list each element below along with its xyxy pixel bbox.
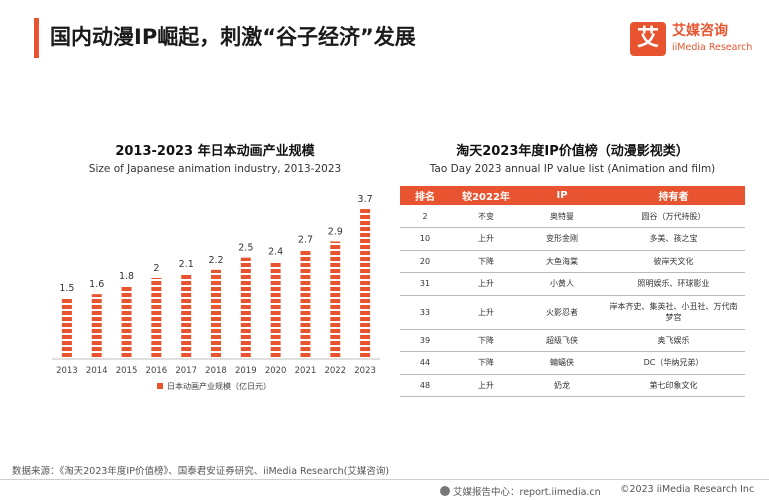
footer-report-center: 艾媒报告中心：report.iimedia.cn — [440, 484, 601, 498]
table-row: 39 下降 超级飞侠 奥飞娱乐 — [400, 329, 745, 352]
x-tick-label-2022: 2022 — [324, 366, 346, 376]
cell-ip: 火影忍者 — [522, 295, 602, 330]
table-row: 48 上升 奶龙 第七印象文化 — [400, 374, 745, 397]
source-note: 数据来源：《淘天2023年度IP价值榜》、国泰君安证券研究、iiMedia Re… — [12, 466, 390, 477]
data-label-2022: 2.9 — [328, 226, 343, 237]
header-ip: IP — [522, 186, 602, 205]
table-row: 44 下降 蝙蝠侠 DC（华纳兄弟） — [400, 351, 745, 375]
cell-rank: 10 — [400, 227, 450, 251]
header-rank: 排名 — [400, 186, 450, 205]
data-label-2015: 1.8 — [119, 271, 134, 282]
table-row: 20 下降 大鱼海棠 彼岸天文化 — [400, 250, 745, 273]
data-label-2021: 2.7 — [298, 235, 313, 246]
iimedia-logo: 艾 艾媒咨询 iiMedia Research — [630, 22, 760, 60]
table-row: 10 上升 变形金刚 多美、孩之宝 — [400, 227, 745, 251]
footer-divider — [0, 479, 769, 480]
table-row: 33 上升 火影忍者 岸本齐史、集英社、小丑社、万代南梦宫 — [400, 295, 745, 330]
cell-ip: 奶龙 — [522, 374, 602, 397]
x-tick-label-2018: 2018 — [205, 366, 227, 376]
bar-2013 — [61, 298, 72, 359]
cell-change: 上升 — [450, 227, 522, 251]
bar-2014 — [91, 294, 102, 359]
bar-2018 — [211, 269, 221, 359]
table-row: 2 不变 奥特曼 圆谷（万代持股） — [400, 205, 745, 228]
cell-holder: DC（华纳兄弟） — [602, 351, 745, 375]
data-label-2016: 2 — [153, 263, 159, 274]
data-label-2014: 1.6 — [89, 279, 104, 290]
cell-ip: 蝙蝠侠 — [522, 351, 602, 375]
bar-2016 — [151, 277, 162, 359]
bar-2015 — [121, 286, 132, 359]
bar-2019 — [240, 257, 251, 359]
chart-subtitle: Size of Japanese animation industry, 201… — [88, 163, 342, 175]
legend-swatch — [157, 383, 163, 389]
bar-chart: 1.5 2013 1.6 2014 1.8 2015 2 2016 2.1 2017 2.2 2018… — [52, 194, 380, 391]
x-tick-label-2015: 2015 — [116, 366, 138, 376]
ip-value-table: 排名 较2022年 IP 持有者 2 不变 奥特曼 圆谷（万代持股） 10 上升… — [400, 186, 745, 397]
cell-change: 下降 — [450, 351, 522, 375]
cell-rank: 20 — [400, 250, 450, 273]
x-tick-label-2016: 2016 — [146, 366, 168, 376]
cell-rank: 2 — [400, 205, 450, 228]
cell-change: 下降 — [450, 329, 522, 352]
table-row: 31 上升 小黄人 照明娱乐、环球影业 — [400, 272, 745, 296]
chart-title: 2013-2023 年日本动画产业规模 — [115, 144, 315, 159]
x-tick-label-2021: 2021 — [295, 366, 317, 376]
bar-2023 — [360, 209, 371, 359]
title-accent-bar — [34, 18, 39, 58]
cell-change: 下降 — [450, 250, 522, 273]
table-header-row: 排名 较2022年 IP 持有者 — [400, 186, 745, 205]
x-tick-label-2019: 2019 — [235, 366, 257, 376]
bar-2022 — [330, 241, 341, 359]
data-label-2019: 2.5 — [238, 243, 253, 254]
data-label-2017: 2.1 — [179, 259, 194, 270]
data-label-2013: 1.5 — [59, 283, 74, 294]
cell-rank: 39 — [400, 329, 450, 352]
cell-rank: 44 — [400, 351, 450, 375]
data-label-2020: 2.4 — [268, 247, 283, 258]
page-title: 国内动漫IP崛起，刺激“谷子经济”发展 — [50, 25, 416, 49]
data-label-2018: 2.2 — [208, 255, 223, 266]
bar-2021 — [300, 249, 311, 359]
header-change: 较2022年 — [450, 186, 522, 205]
cell-ip: 奥特曼 — [522, 205, 602, 228]
cell-holder: 照明娱乐、环球影业 — [602, 272, 745, 296]
cell-change: 上升 — [450, 272, 522, 296]
logo-mark: 艾 — [630, 22, 666, 56]
cell-holder: 岸本齐史、集英社、小丑社、万代南梦宫 — [602, 295, 745, 330]
cell-holder: 彼岸天文化 — [602, 250, 745, 273]
data-label-2023: 3.7 — [358, 194, 373, 205]
cell-ip: 变形金刚 — [522, 227, 602, 251]
cell-ip: 超级飞侠 — [522, 329, 602, 352]
x-tick-label-2014: 2014 — [86, 366, 108, 376]
cell-holder: 奥飞娱乐 — [602, 329, 745, 352]
legend-label: 日本动画产业规模（亿日元） — [167, 381, 271, 391]
header-holder: 持有者 — [602, 186, 745, 205]
x-tick-label-2013: 2013 — [56, 366, 78, 376]
cell-ip: 小黄人 — [522, 272, 602, 296]
cell-change: 上升 — [450, 374, 522, 397]
footer-copyright: ©2023 iiMedia Research Inc — [620, 484, 755, 495]
bar-2017 — [181, 273, 192, 359]
logo-en-text: iiMedia Research — [672, 42, 753, 53]
bar-2020 — [270, 261, 281, 359]
footer-report-center-text: 艾媒报告中心：report.iimedia.cn — [453, 487, 601, 498]
cell-rank: 31 — [400, 272, 450, 296]
cell-holder: 圆谷（万代持股） — [602, 205, 745, 228]
cell-ip: 大鱼海棠 — [522, 250, 602, 273]
report-center-icon — [440, 486, 450, 496]
cell-change: 上升 — [450, 295, 522, 330]
cell-holder: 多美、孩之宝 — [602, 227, 745, 251]
x-tick-label-2020: 2020 — [265, 366, 287, 376]
x-tick-label-2017: 2017 — [175, 366, 197, 376]
cell-change: 不变 — [450, 205, 522, 228]
table-title: 淘天2023年度IP价值榜（动漫影视类） — [456, 144, 689, 159]
cell-rank: 48 — [400, 374, 450, 397]
cell-rank: 33 — [400, 295, 450, 330]
x-tick-label-2023: 2023 — [354, 366, 376, 376]
cell-holder: 第七印象文化 — [602, 374, 745, 397]
logo-cn-text: 艾媒咨询 — [672, 23, 728, 39]
table-subtitle: Tao Day 2023 annual IP value list (Anima… — [429, 163, 716, 175]
